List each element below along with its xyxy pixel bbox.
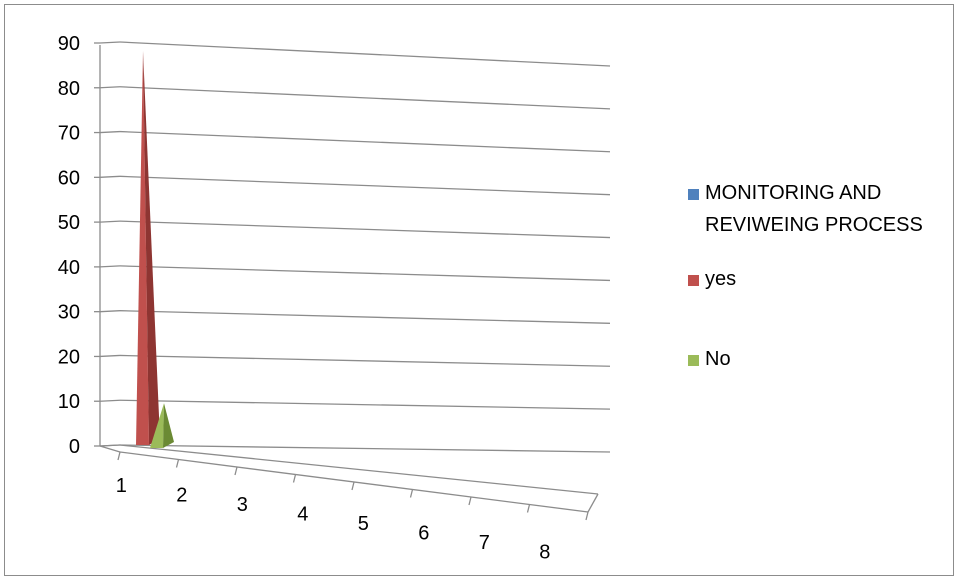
x-tick-mark <box>175 459 180 468</box>
floor-front-left <box>99 445 121 453</box>
gridline <box>119 444 611 453</box>
y-tick-label: 70 <box>58 123 80 145</box>
x-tick-mark <box>468 496 472 506</box>
bar-yes-1 <box>136 50 160 445</box>
y-depth-tick <box>99 354 121 358</box>
legend-swatch-no <box>688 355 699 366</box>
x-tick-label: 4 <box>297 503 308 525</box>
legend-item-no: No <box>688 348 945 375</box>
x-tick-label: 6 <box>418 522 429 544</box>
y-depth-tick <box>99 265 121 268</box>
x-tick-mark <box>292 474 297 483</box>
y-tick-label: 0 <box>69 436 80 458</box>
chart-frame <box>4 4 954 576</box>
gridlines <box>119 41 611 453</box>
legend-swatch-yes <box>688 275 699 286</box>
pyramid-side-face <box>163 403 174 448</box>
y-depth-tick <box>99 86 121 89</box>
y-tick-label: 90 <box>58 33 80 55</box>
gridline <box>119 220 611 239</box>
gridline <box>119 399 611 410</box>
x-tick-mark <box>117 451 121 461</box>
x-tick-mark <box>585 511 589 521</box>
legend-label-yes: yes <box>705 268 737 290</box>
gridline <box>119 130 611 153</box>
x-tick-label: 7 <box>479 532 490 554</box>
x-tick-label: 2 <box>176 484 187 506</box>
y-depth-tick <box>99 220 121 223</box>
x-tick-mark <box>234 466 238 476</box>
x-tick-label: 1 <box>116 475 127 497</box>
x-tick-mark <box>409 489 414 498</box>
gridline <box>119 175 611 196</box>
pyramid-side-face <box>143 50 160 445</box>
gridline <box>119 41 611 67</box>
data-marks <box>136 50 174 448</box>
legend-label-no: No <box>705 348 731 370</box>
y-tick-label: 80 <box>58 78 80 100</box>
bar-no-1 <box>150 403 174 448</box>
legend-item-monitoring: MONITORING AND REVIWEING PROCESS <box>688 182 945 241</box>
x-tick-mark <box>351 481 355 491</box>
y-tick-label: 30 <box>58 302 80 324</box>
floor-back-edge <box>119 444 599 495</box>
x-axis-tick-labels: 1 2 3 4 5 6 7 8 <box>116 475 551 564</box>
x-tick-mark <box>526 504 531 513</box>
y-depth-tick <box>99 130 121 134</box>
y-tick-label: 20 <box>58 346 80 368</box>
legend-item-yes: yes <box>688 268 945 295</box>
pyramid-front-face <box>150 403 164 448</box>
y-tick-label: 60 <box>58 167 80 189</box>
pyramid-front-face <box>136 50 149 445</box>
floor-right-edge <box>587 493 599 513</box>
y-depth-tick <box>99 310 121 313</box>
y-tick-label: 10 <box>58 391 80 413</box>
legend-swatch-monitoring <box>688 189 699 200</box>
x-tick-label: 8 <box>539 541 550 563</box>
y-tick-label: 50 <box>58 212 80 234</box>
gridline <box>119 354 611 367</box>
y-tick-label: 40 <box>58 257 80 279</box>
y-axis-tick-labels: 0 10 20 30 40 50 60 70 80 90 <box>58 33 80 458</box>
floor-left-edge <box>99 444 121 447</box>
y-depth-tick <box>99 175 121 178</box>
gridline <box>119 310 611 324</box>
y-depth-tick <box>99 41 121 44</box>
x-tick-label: 5 <box>358 513 369 535</box>
axes <box>94 41 599 521</box>
y-depth-tick <box>99 399 121 402</box>
gridline <box>119 86 611 110</box>
x-tick-label: 3 <box>237 494 248 516</box>
gridline <box>119 265 611 282</box>
legend-label-monitoring: MONITORING AND REVIWEING PROCESS <box>705 182 923 236</box>
